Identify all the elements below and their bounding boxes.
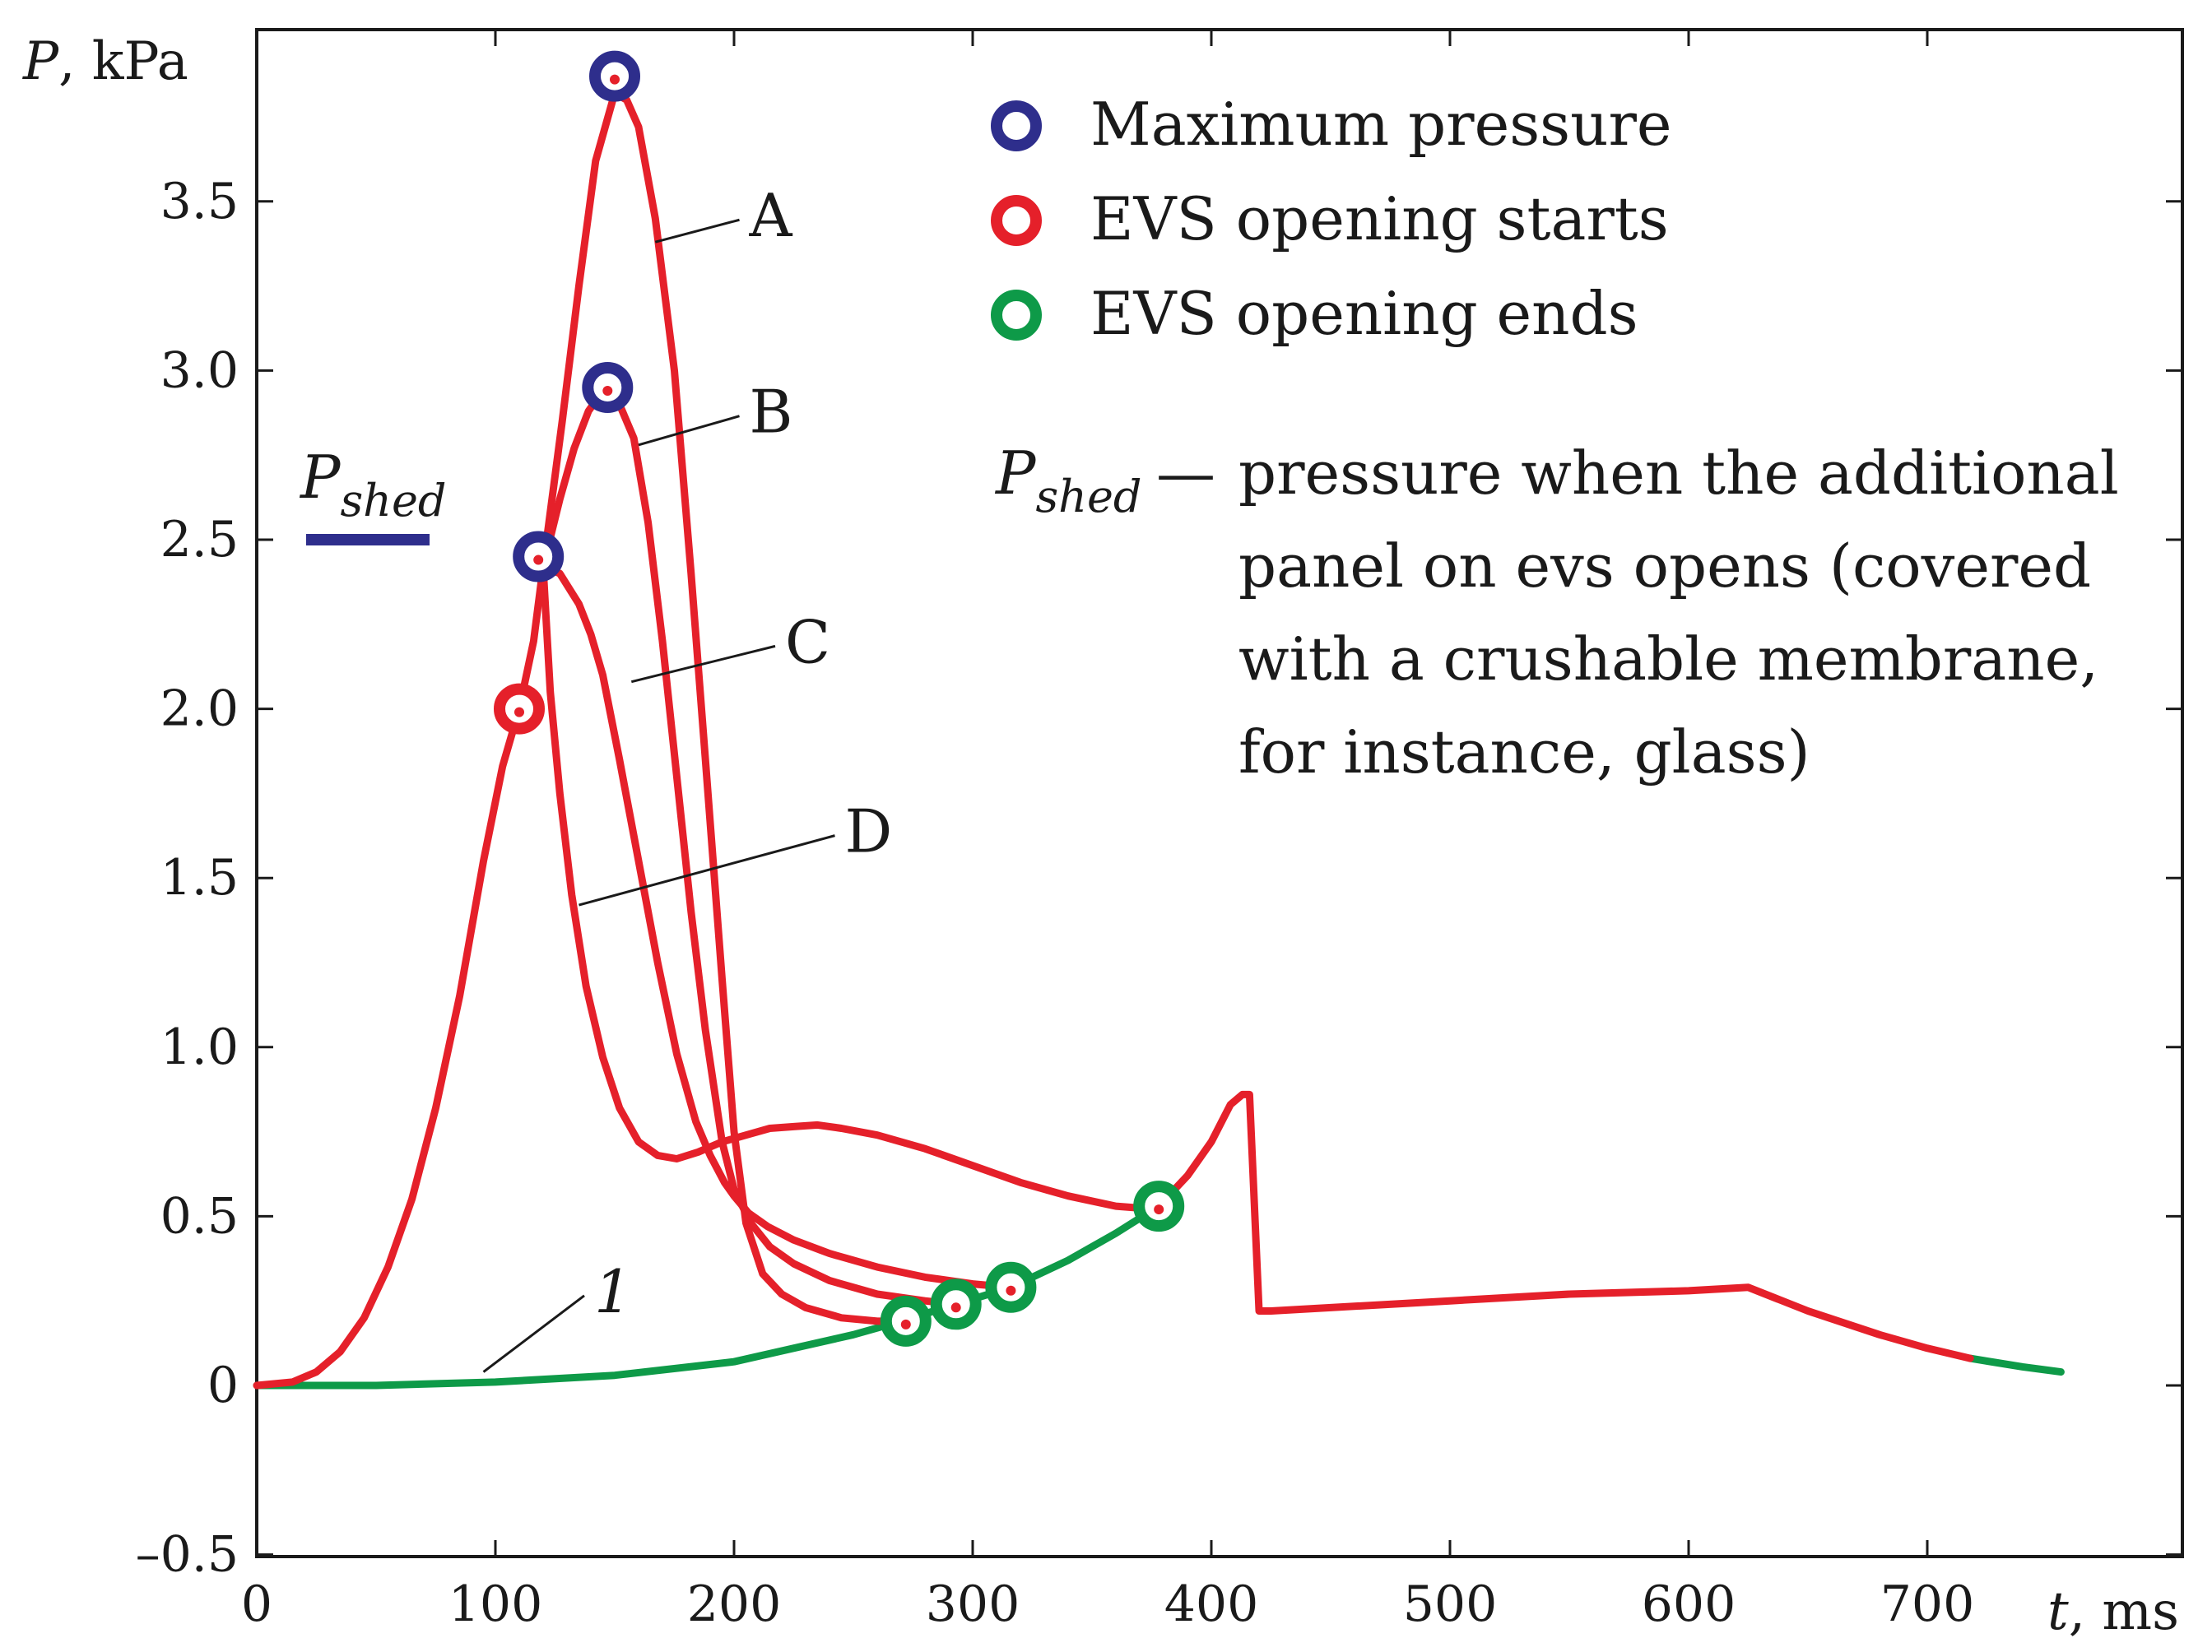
series-line-A [539, 89, 910, 1325]
opening-ends-marker-dot [1154, 1204, 1164, 1215]
legend-marker-max-pressure [991, 100, 1042, 151]
x-tick-label: 100 [448, 1575, 543, 1633]
y-tick-label: 0.5 [160, 1187, 239, 1245]
x-tick-label: 600 [1642, 1575, 1736, 1633]
x-tick-label: 0 [241, 1575, 272, 1633]
pshed-indicator: Pshed [299, 443, 446, 545]
ticks-layer: 0 100 200 300 400 500 600 700–0.500.51.01.52.02… [136, 30, 2182, 1633]
curve-label-leader [579, 834, 835, 907]
curve-labels-layer: A B C D 1 [482, 181, 893, 1373]
y-tick-label: 2.5 [160, 511, 239, 568]
y-tick-label: 2.0 [160, 680, 239, 738]
curve-label-A: A [749, 181, 793, 250]
curve-label-C: C [785, 607, 830, 676]
x-axis-title: t, ms [2047, 1581, 2179, 1642]
pshed-note-line-1: pressure when the additional [1238, 439, 2119, 508]
curve-label-leader [638, 415, 740, 447]
plot-frame [255, 28, 2184, 1558]
pshed-note-line-2: panel on evs opens (covered [1238, 531, 2091, 601]
legend-marker-opening-starts [991, 195, 1042, 246]
x-tick-label: 300 [926, 1575, 1020, 1633]
pshed-note-line-3: with a crushable membrane, [1238, 624, 2098, 694]
series-line-common [253, 563, 547, 1390]
curve-label-D: D [845, 797, 893, 866]
y-tick-label: 3.5 [160, 173, 239, 230]
x-tick-label: 700 [1880, 1575, 1975, 1633]
y-tick-label: 0 [207, 1357, 239, 1414]
curve-label-leader [654, 218, 740, 244]
y-tick-label: 3.0 [160, 341, 239, 399]
curve-label-1: 1 [594, 1257, 632, 1326]
series-line-B [539, 390, 960, 1308]
series-line-tail [1155, 1090, 1974, 1362]
series-line-tail-end [1966, 1354, 2065, 1376]
opening-ends-marker-dot [1006, 1285, 1016, 1296]
opening-starts-marker-dot [514, 707, 524, 717]
legend-label-max-pressure: Maximum pressure [1090, 90, 1672, 159]
pshed-note-line-4: for instance, glass) [1238, 717, 1810, 787]
y-tick-label: 1.0 [160, 1019, 239, 1076]
legend-marker-opening-ends [991, 290, 1042, 341]
y-tick-label: –0.5 [136, 1526, 239, 1584]
markers-layer [494, 50, 1185, 1347]
opening-ends-marker-dot [900, 1319, 911, 1329]
max-pressure-marker-dot [610, 74, 620, 85]
max-pressure-marker-dot [533, 555, 544, 565]
pshed-note: Pshed — pressure when the additional pan… [994, 439, 2119, 787]
curve-label-leader [482, 1294, 585, 1373]
y-axis-title: P, kPa [22, 31, 188, 92]
pshed-note-symbol: Pshed [994, 439, 1141, 522]
x-tick-label: 200 [687, 1575, 782, 1633]
y-tick-label: 1.5 [160, 849, 239, 907]
x-tick-label: 400 [1164, 1575, 1259, 1633]
x-tick-label: 500 [1403, 1575, 1498, 1633]
legend-label-opening-starts: EVS opening starts [1090, 184, 1669, 253]
curve-label-B: B [750, 378, 793, 447]
opening-ends-marker-dot [950, 1302, 961, 1313]
pshed-indicator-label: Pshed [299, 443, 446, 527]
max-pressure-marker-dot [602, 385, 613, 396]
series-line-base [253, 1202, 1163, 1390]
legend: Maximum pressure EVS opening starts EVS … [991, 90, 1672, 348]
pshed-note-dash: — [1156, 439, 1215, 508]
curve-label-leader [630, 644, 776, 684]
legend-label-opening-ends: EVS opening ends [1090, 279, 1638, 348]
series-line-C [539, 563, 1015, 1292]
series-line-D [539, 563, 1163, 1213]
